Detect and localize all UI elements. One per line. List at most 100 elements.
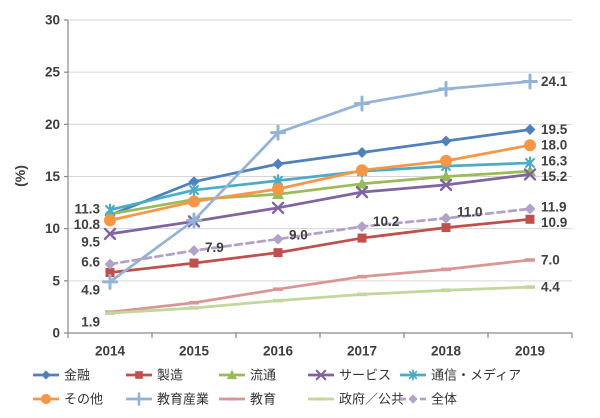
series-marker-square-icon — [189, 258, 199, 268]
series-marker-x-icon — [315, 369, 327, 381]
series-marker-dash-icon — [227, 397, 237, 401]
series-marker-diamond-icon — [104, 258, 116, 270]
series-marker-asterisk-icon — [524, 156, 536, 170]
data-label-kyoiku-5: 7.0 — [541, 252, 560, 267]
series-marker-circle-icon — [40, 393, 52, 405]
series-line-seifu-kokyo — [108, 285, 532, 315]
series-marker-circle-icon — [104, 214, 116, 227]
series-marker-circle-icon — [272, 183, 284, 196]
series-marker-plus-icon — [522, 73, 538, 90]
series-marker-diamond-icon — [440, 135, 452, 147]
series-marker-dash-icon — [525, 258, 535, 262]
data-label-kinyu-5: 19.5 — [541, 122, 568, 137]
series-marker-plus-icon — [354, 95, 370, 112]
series-marker-dash-icon — [189, 306, 199, 310]
series-marker-square-icon — [135, 371, 143, 379]
series-marker-dash-icon — [273, 287, 283, 291]
series-marker-x-icon — [523, 168, 537, 181]
series-marker-dash-icon — [357, 292, 367, 297]
y-tick-label-10: 10 — [45, 221, 60, 236]
legend-label-ryutsu: 流通 — [250, 368, 276, 383]
series-marker-diamond-icon — [272, 158, 284, 170]
x-tick-label-2019: 2019 — [515, 344, 545, 359]
series-marker-dash-icon — [525, 285, 535, 289]
data-label-zentai-4: 11.0 — [457, 205, 483, 220]
series-marker-dash-icon — [441, 288, 451, 293]
series-line-kyoiku-sangyo — [108, 80, 532, 284]
y-tick-label-30: 30 — [45, 13, 60, 28]
series-marker-plus-icon — [186, 212, 202, 229]
data-label-zentai-1: 7.9 — [205, 240, 224, 255]
series-marker-x-icon — [271, 201, 285, 214]
data-label-seifu-kokyo-0: 1.9 — [81, 315, 100, 330]
x-tick-label-2018: 2018 — [431, 344, 462, 359]
data-label-kinyu-0: 11.3 — [74, 202, 100, 217]
data-label-zentai-0: 6.6 — [81, 255, 100, 270]
x-tick-label-2017: 2017 — [347, 344, 377, 359]
series-marker-square-icon — [273, 248, 283, 258]
legend-label-kyoiku: 教育 — [250, 392, 276, 407]
legend-label-seifu-kokyo: 政府／公共 — [339, 392, 404, 407]
series-line-ryutsu — [108, 169, 532, 216]
legend-label-kyoiku-sangyo: 教育産業 — [157, 392, 209, 407]
series-line-kyoiku — [108, 258, 532, 314]
series-marker-triangle-icon — [524, 165, 536, 177]
series-marker-diamond-icon — [356, 221, 368, 233]
series-marker-x-icon — [355, 185, 369, 199]
data-label-kyoiku-sangyo-5: 24.1 — [541, 74, 568, 89]
series-marker-circle-icon — [356, 164, 368, 177]
data-label-zentai-2: 9.0 — [289, 228, 308, 243]
series-marker-dash-icon — [316, 397, 326, 401]
series-marker-triangle-icon — [356, 177, 368, 189]
x-tick-label-2016: 2016 — [263, 344, 294, 359]
x-tick-label-2015: 2015 — [179, 344, 210, 359]
series-marker-circle-icon — [524, 139, 536, 152]
series-line-sabisu — [108, 173, 532, 236]
series-marker-dash-icon — [441, 267, 451, 272]
data-label-tsushin-media-5: 16.3 — [541, 153, 568, 168]
data-label-zentai-5: 11.9 — [541, 199, 567, 214]
series-line-kinyu — [108, 128, 532, 217]
series-line-tsushin-media — [108, 161, 532, 212]
x-tick-label-2014: 2014 — [95, 344, 126, 359]
legend-label-seizo: 製造 — [157, 368, 183, 383]
series-marker-square-icon — [441, 223, 451, 233]
series-marker-triangle-icon — [440, 170, 452, 182]
series-marker-square-icon — [105, 267, 115, 277]
series-marker-diamond-icon — [188, 245, 200, 257]
series-marker-plus-icon — [102, 273, 118, 290]
series-line-zentai — [108, 207, 532, 266]
legend-label-tsushin-media: 通信・メディア — [431, 368, 521, 383]
series-marker-diamond-icon — [524, 203, 536, 215]
legend-label-zentai: 全体 — [431, 392, 457, 407]
y-axis-title: (%) — [12, 165, 28, 187]
data-label-sonota-0: 10.8 — [74, 217, 101, 232]
data-label-seifu-kokyo-5: 4.4 — [541, 280, 560, 295]
data-label-sabisu-5: 15.2 — [541, 169, 567, 184]
data-label-kyoiku-sangyo-0: 4.9 — [81, 282, 100, 297]
legend-label-kinyu: 金融 — [64, 368, 90, 383]
series-marker-asterisk-icon — [104, 203, 116, 217]
series-marker-diamond-icon — [440, 212, 452, 224]
series-line-sonota — [108, 143, 532, 222]
series-marker-diamond-icon — [524, 124, 536, 136]
series-marker-square-icon — [357, 233, 367, 243]
series-marker-diamond-icon — [408, 394, 418, 404]
series-marker-diamond-icon — [41, 370, 51, 380]
series-marker-dash-icon — [357, 274, 367, 279]
series-marker-plus-icon — [270, 124, 286, 141]
legend-label-sabisu: サービス — [339, 368, 391, 383]
series-marker-diamond-icon — [272, 233, 284, 245]
series-marker-square-icon — [525, 214, 535, 224]
series-marker-triangle-icon — [226, 369, 238, 380]
series-marker-x-icon — [103, 227, 117, 241]
y-tick-label-20: 20 — [45, 117, 60, 132]
data-label-zentai-3: 10.2 — [373, 214, 399, 229]
series-marker-dash-icon — [189, 300, 199, 305]
series-marker-asterisk-icon — [408, 369, 418, 381]
y-tick-label-5: 5 — [52, 273, 60, 288]
series-marker-diamond-icon — [188, 176, 200, 188]
series-marker-dash-icon — [105, 311, 115, 315]
